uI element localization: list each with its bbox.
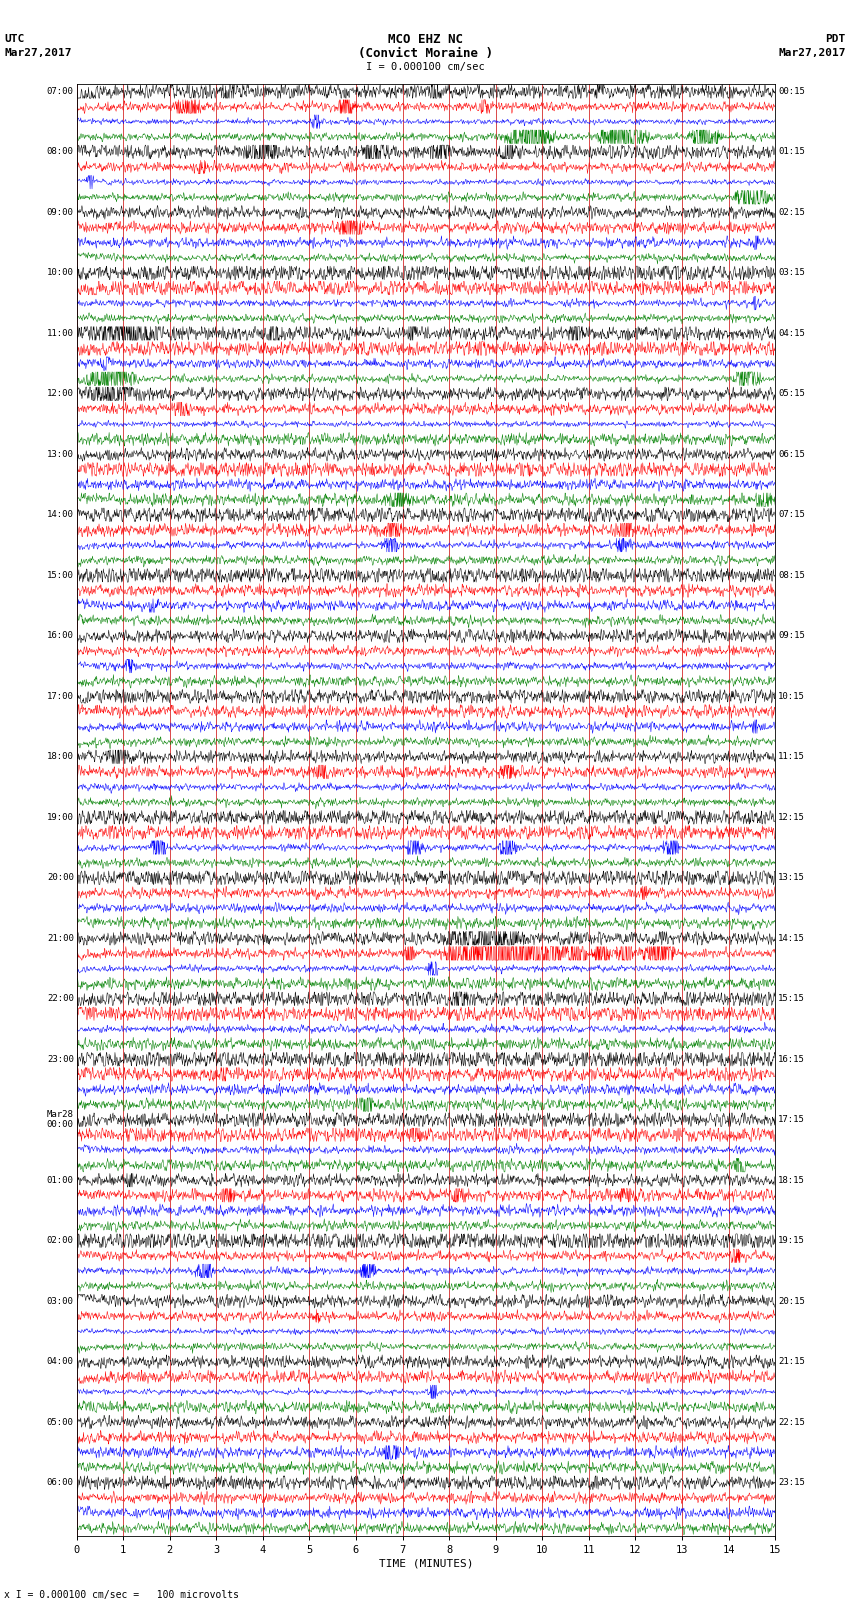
Text: PDT: PDT — [825, 34, 846, 44]
Text: Mar27,2017: Mar27,2017 — [4, 48, 71, 58]
Text: Mar27,2017: Mar27,2017 — [779, 48, 846, 58]
Text: MCO EHZ NC: MCO EHZ NC — [388, 32, 462, 45]
X-axis label: TIME (MINUTES): TIME (MINUTES) — [378, 1558, 473, 1569]
Text: x I = 0.000100 cm/sec =   100 microvolts: x I = 0.000100 cm/sec = 100 microvolts — [4, 1590, 239, 1600]
Text: UTC: UTC — [4, 34, 25, 44]
Text: I = 0.000100 cm/sec: I = 0.000100 cm/sec — [366, 61, 484, 71]
Text: (Convict Moraine ): (Convict Moraine ) — [358, 47, 492, 60]
